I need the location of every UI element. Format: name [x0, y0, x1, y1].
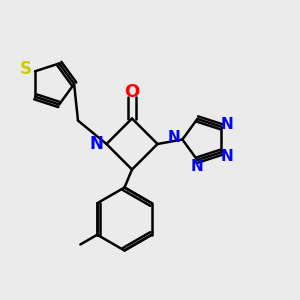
Text: S: S: [20, 60, 32, 78]
Text: O: O: [124, 83, 140, 101]
Text: N: N: [90, 135, 104, 153]
Text: N: N: [191, 159, 204, 174]
Text: N: N: [220, 149, 233, 164]
Text: N: N: [221, 117, 234, 132]
Text: N: N: [167, 130, 180, 145]
